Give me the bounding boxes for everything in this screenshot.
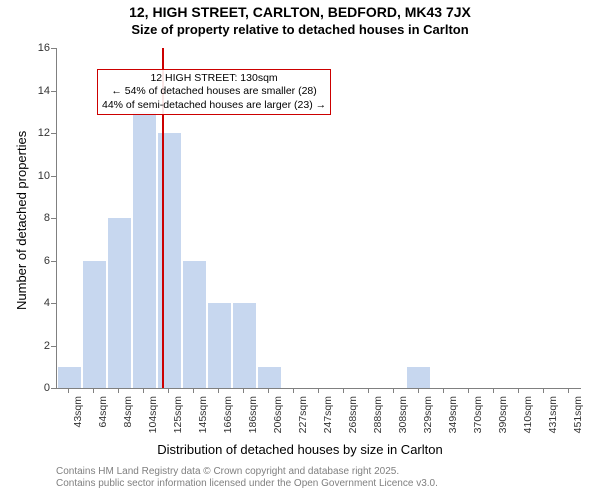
x-tick-label: 84sqm [122, 396, 134, 444]
y-tick-mark [51, 261, 56, 262]
y-tick-label: 0 [20, 382, 50, 394]
x-tick-mark [118, 388, 119, 393]
histogram-bar [107, 218, 132, 388]
y-tick-mark [51, 303, 56, 304]
histogram-bar [207, 303, 232, 388]
x-tick-mark [293, 388, 294, 393]
x-tick-label: 329sqm [422, 396, 434, 444]
x-tick-mark [168, 388, 169, 393]
y-tick-mark [51, 91, 56, 92]
x-tick-label: 268sqm [347, 396, 359, 444]
y-tick-mark [51, 176, 56, 177]
x-tick-label: 349sqm [447, 396, 459, 444]
histogram-bar [57, 367, 82, 388]
y-tick-mark [51, 346, 56, 347]
x-tick-label: 390sqm [497, 396, 509, 444]
y-tick-label: 8 [20, 212, 50, 224]
x-tick-mark [193, 388, 194, 393]
x-tick-label: 166sqm [222, 396, 234, 444]
x-tick-mark [343, 388, 344, 393]
histogram-bar [182, 261, 207, 389]
x-tick-label: 64sqm [97, 396, 109, 444]
x-tick-label: 227sqm [297, 396, 309, 444]
x-tick-mark [268, 388, 269, 393]
x-tick-label: 43sqm [72, 396, 84, 444]
x-tick-mark [493, 388, 494, 393]
histogram-bar [157, 133, 182, 388]
x-tick-mark [243, 388, 244, 393]
x-tick-label: 145sqm [197, 396, 209, 444]
x-tick-label: 125sqm [172, 396, 184, 444]
chart-title-line1: 12, HIGH STREET, CARLTON, BEDFORD, MK43 … [0, 4, 600, 20]
histogram-bar [82, 261, 107, 389]
y-tick-label: 6 [20, 255, 50, 267]
x-tick-mark [68, 388, 69, 393]
y-tick-mark [51, 218, 56, 219]
x-tick-label: 186sqm [247, 396, 259, 444]
x-tick-mark [468, 388, 469, 393]
chart-title-line2: Size of property relative to detached ho… [0, 22, 600, 37]
x-tick-label: 308sqm [397, 396, 409, 444]
x-tick-label: 370sqm [472, 396, 484, 444]
annotation-line3: 44% of semi-detached houses are larger (… [102, 99, 326, 112]
histogram-bar [257, 367, 282, 388]
histogram-bar [132, 112, 157, 388]
y-tick-label: 16 [20, 42, 50, 54]
x-tick-mark [543, 388, 544, 393]
x-tick-mark [518, 388, 519, 393]
x-tick-label: 206sqm [272, 396, 284, 444]
annotation-line2: ← 54% of detached houses are smaller (28… [102, 85, 326, 98]
y-tick-mark [51, 48, 56, 49]
x-tick-label: 431sqm [547, 396, 559, 444]
y-tick-label: 14 [20, 85, 50, 97]
x-tick-mark [418, 388, 419, 393]
copyright-text: Contains HM Land Registry data © Crown c… [56, 466, 438, 490]
y-tick-mark [51, 133, 56, 134]
y-tick-label: 10 [20, 170, 50, 182]
x-tick-label: 247sqm [322, 396, 334, 444]
x-tick-mark [218, 388, 219, 393]
x-tick-mark [393, 388, 394, 393]
plot-area: 12 HIGH STREET: 130sqm← 54% of detached … [56, 48, 581, 389]
x-tick-label: 451sqm [572, 396, 584, 444]
x-tick-mark [568, 388, 569, 393]
annotation-line1: 12 HIGH STREET: 130sqm [102, 72, 326, 85]
y-tick-label: 2 [20, 340, 50, 352]
copyright-line2: Contains public sector information licen… [56, 478, 438, 490]
annotation-box: 12 HIGH STREET: 130sqm← 54% of detached … [97, 69, 331, 114]
y-tick-label: 12 [20, 127, 50, 139]
x-tick-mark [443, 388, 444, 393]
y-tick-mark [51, 388, 56, 389]
histogram-bar [406, 367, 431, 388]
copyright-line1: Contains HM Land Registry data © Crown c… [56, 466, 438, 478]
x-tick-mark [93, 388, 94, 393]
y-tick-label: 4 [20, 297, 50, 309]
x-axis-label: Distribution of detached houses by size … [0, 442, 600, 457]
x-tick-label: 410sqm [522, 396, 534, 444]
x-tick-label: 104sqm [147, 396, 159, 444]
x-tick-mark [318, 388, 319, 393]
histogram-bar [232, 303, 257, 388]
x-tick-mark [368, 388, 369, 393]
x-tick-label: 288sqm [372, 396, 384, 444]
x-tick-mark [143, 388, 144, 393]
